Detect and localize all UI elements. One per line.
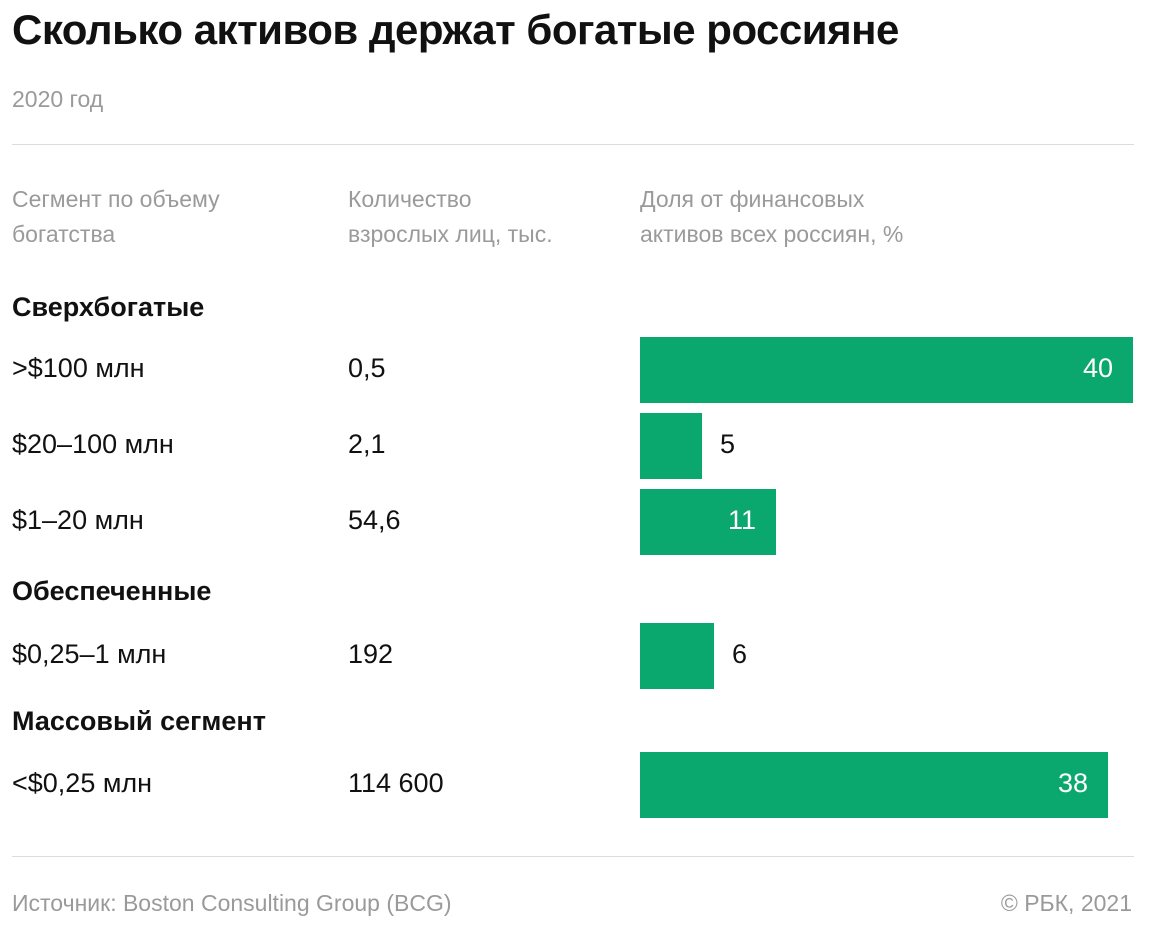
segment-label: >$100 млн (12, 353, 145, 383)
group-label-mass: Массовый сегмент (12, 706, 266, 736)
column-header-count-line2: взрослых лиц, тыс. (348, 221, 553, 247)
share-value-label: 38 (1057, 768, 1088, 798)
column-header-share-line2: активов всех россиян, % (640, 221, 904, 247)
source-note: Источник: Boston Consulting Group (BCG) (12, 890, 452, 916)
copyright-note: © РБК, 2021 (1000, 890, 1132, 916)
adults-count-label: 54,6 (348, 505, 401, 535)
column-header-count: Количество взрослых лиц, тыс. (348, 182, 553, 252)
segment-label: <$0,25 млн (12, 768, 153, 798)
share-bar (640, 337, 1133, 403)
share-value-label: 6 (732, 639, 748, 669)
column-header-share: Доля от финансовых активов всех россиян,… (640, 182, 903, 252)
column-header-count-line1: Количество (348, 186, 472, 212)
share-value-label: 5 (720, 429, 736, 459)
group-label-affluent: Обеспеченные (12, 576, 212, 606)
share-value-label: 40 (1082, 353, 1113, 383)
segment-label: $1–20 млн (12, 505, 144, 535)
share-bar (640, 623, 714, 689)
segment-label: $20–100 млн (12, 429, 174, 459)
adults-count-label: 114 600 (348, 768, 444, 798)
column-header-segment-line2: богатства (12, 221, 116, 247)
chart-subtitle: 2020 год (12, 86, 104, 112)
group-label-ultra-rich: Сверхбогатые (12, 292, 205, 322)
bottom-divider (12, 856, 1134, 857)
share-value-label: 11 (727, 505, 756, 535)
adults-count-label: 192 (348, 639, 394, 669)
share-bar (640, 413, 702, 479)
share-bar (640, 489, 776, 555)
chart-title: Сколько активов держат богатые россияне (12, 6, 899, 53)
column-header-segment: Сегмент по объему богатства (12, 182, 220, 252)
adults-count-label: 0,5 (348, 353, 386, 383)
column-header-share-line1: Доля от финансовых (640, 186, 865, 212)
share-bar (640, 752, 1108, 818)
column-header-segment-line1: Сегмент по объему (12, 186, 220, 212)
top-divider (12, 144, 1134, 145)
adults-count-label: 2,1 (348, 429, 386, 459)
segment-label: $0,25–1 млн (12, 639, 167, 669)
